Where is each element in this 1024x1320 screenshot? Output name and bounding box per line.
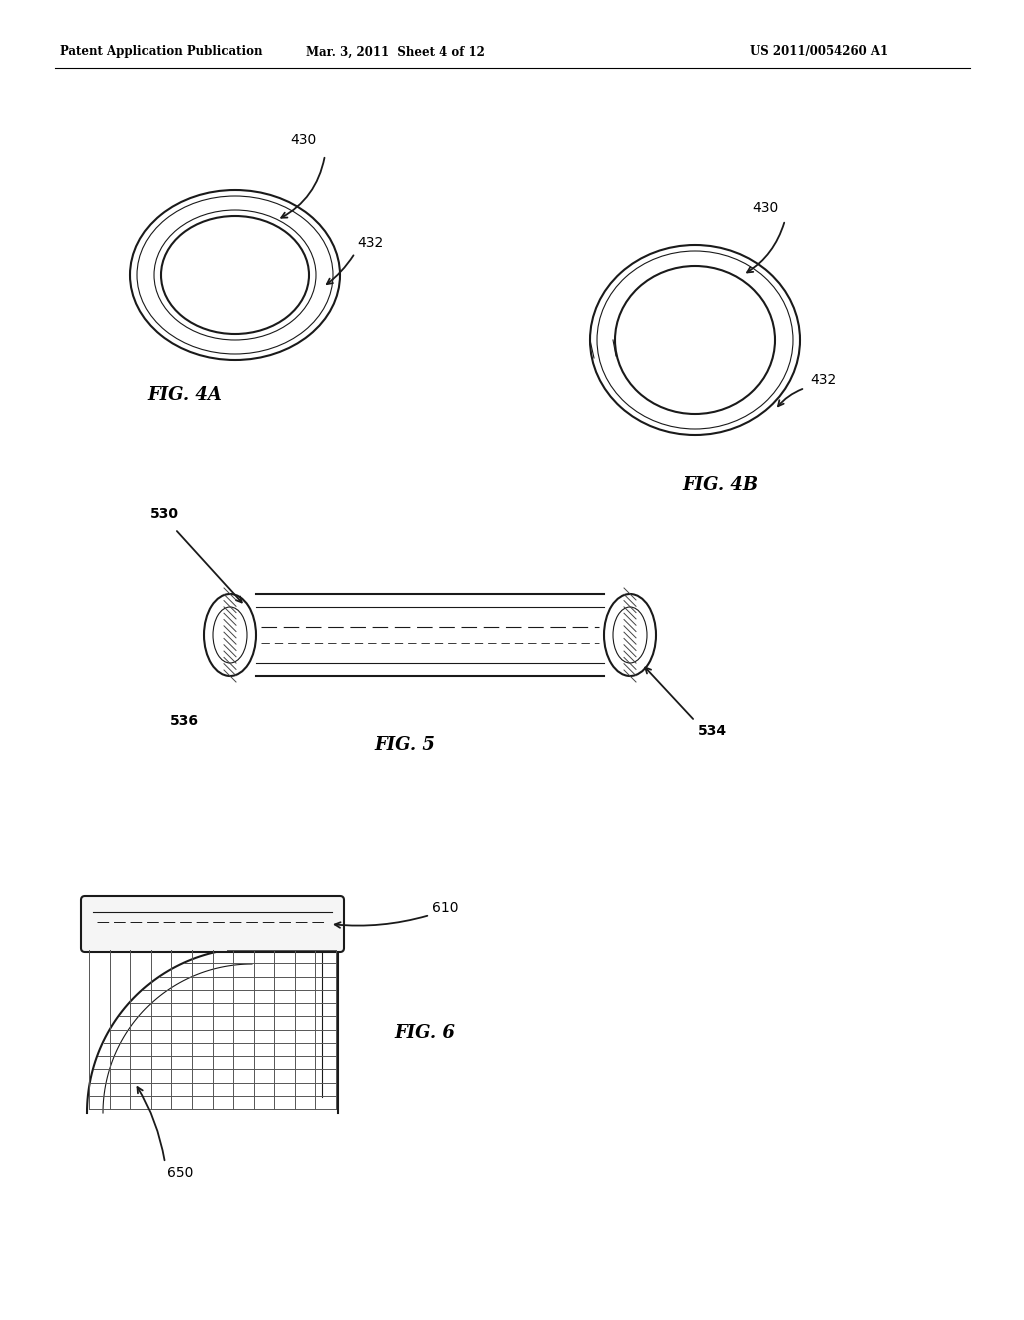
Text: FIG. 5: FIG. 5 [375, 737, 435, 754]
Text: US 2011/0054260 A1: US 2011/0054260 A1 [750, 45, 888, 58]
Text: FIG. 6: FIG. 6 [394, 1024, 456, 1041]
Text: 534: 534 [698, 723, 727, 738]
Text: 430: 430 [290, 133, 316, 147]
Text: 610: 610 [432, 902, 459, 915]
Text: 432: 432 [810, 374, 837, 387]
Text: 432: 432 [357, 236, 383, 249]
Ellipse shape [613, 607, 647, 663]
Text: Mar. 3, 2011  Sheet 4 of 12: Mar. 3, 2011 Sheet 4 of 12 [305, 45, 484, 58]
FancyBboxPatch shape [81, 896, 344, 952]
Text: FIG. 4B: FIG. 4B [682, 477, 758, 494]
Ellipse shape [204, 594, 256, 676]
Text: 530: 530 [150, 507, 179, 521]
Text: 536: 536 [170, 714, 199, 729]
Text: FIG. 4A: FIG. 4A [147, 385, 222, 404]
Text: 430: 430 [752, 201, 778, 215]
Text: 650: 650 [167, 1166, 194, 1180]
Ellipse shape [213, 607, 247, 663]
Text: Patent Application Publication: Patent Application Publication [60, 45, 262, 58]
Ellipse shape [604, 594, 656, 676]
